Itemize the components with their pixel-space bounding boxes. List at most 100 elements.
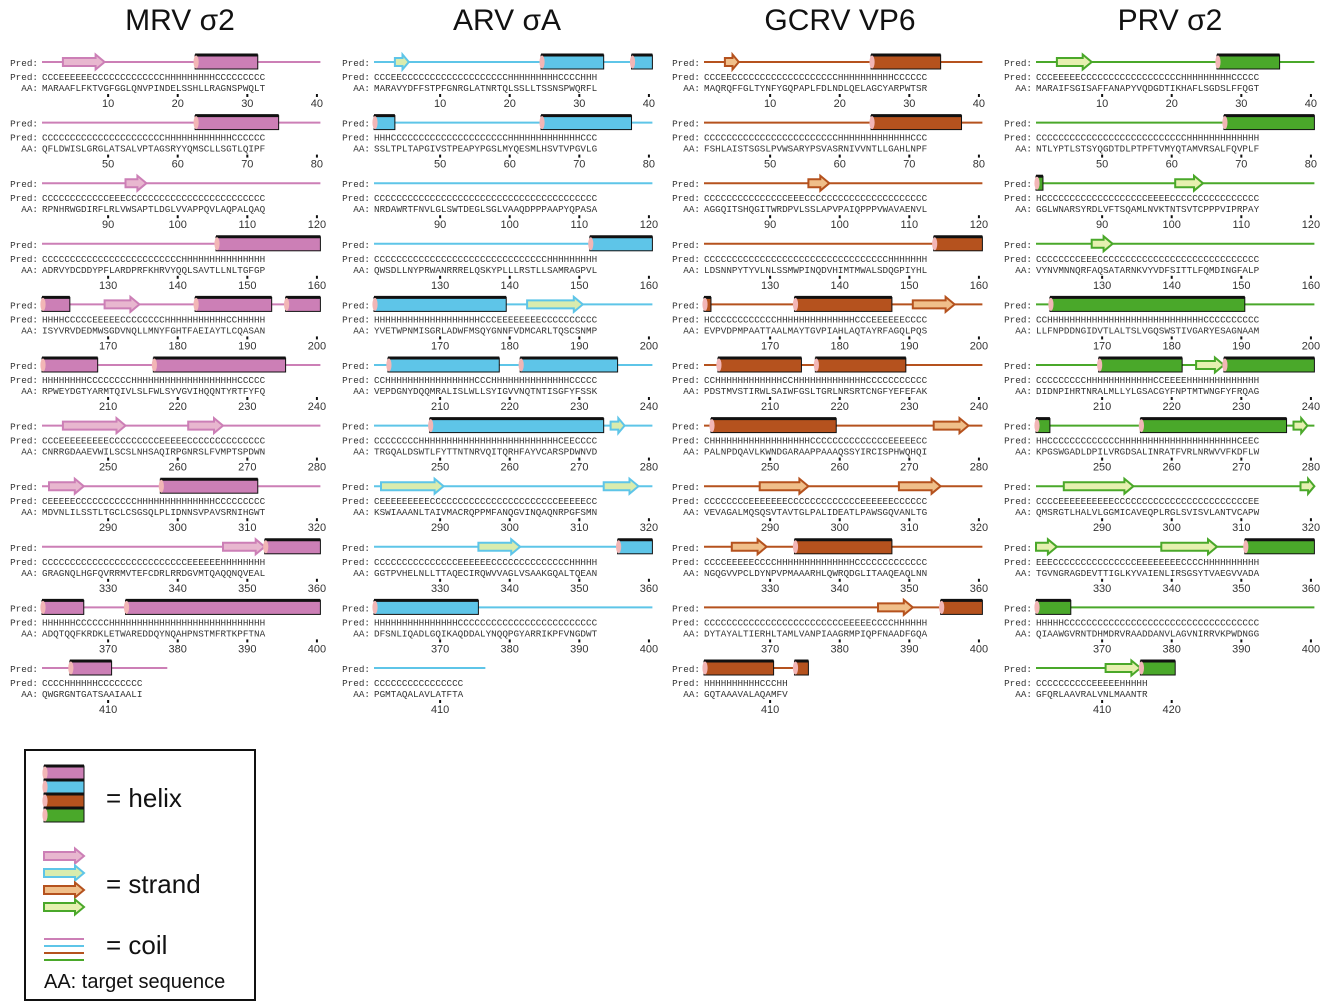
tick-mark [1170, 215, 1173, 219]
aa-sequence: EVPVDPMPAATTAALMAYTGVPIAHLAQTAYRFAGQLPQS [704, 325, 928, 336]
tick-label: 230 [1232, 401, 1250, 413]
tick-mark [107, 578, 110, 582]
helix-segment [1139, 418, 1288, 434]
strand-segment [526, 294, 585, 315]
tick-mark [578, 336, 581, 340]
tick-label: 130 [1093, 280, 1111, 292]
strand-segment [730, 537, 769, 557]
legend-helix-1 [43, 779, 85, 795]
tick-mark [315, 518, 318, 522]
tick-label: 340 [501, 583, 519, 595]
helix-segment-cap [193, 116, 199, 130]
tick-label: 340 [1163, 583, 1181, 595]
helix-segment [264, 539, 321, 555]
pred-graphic-label: Pred: [10, 300, 38, 311]
tick-mark [1170, 639, 1173, 643]
tick-label: 290 [99, 522, 117, 534]
tick-mark [107, 700, 110, 703]
helix-segment [285, 296, 321, 312]
helix-segment [1216, 54, 1281, 70]
helix-segment-cap [1222, 116, 1228, 130]
aa-label: AA: [683, 144, 700, 155]
tick-label: 240 [308, 401, 326, 413]
block-3-6: Pred:Pred:AA:HHCCCCCCCCCCCCCHHHHHHHHHHHH… [1004, 415, 1320, 474]
tick-mark [977, 215, 980, 219]
tick-mark [977, 397, 980, 400]
pred-string: CCCCCCCCCHHHHHHHHHHHHCCEEEEHHHHHHHHHHHHH [1036, 375, 1259, 386]
pred-text-label: Pred: [672, 133, 700, 144]
tick-mark [769, 457, 772, 461]
aa-sequence: QWSDLLNYPRWANRRRELQSKYPLLLRSTLLSAMRAGPVL [374, 265, 597, 276]
tick-label: 10 [434, 98, 446, 110]
tick-mark [578, 275, 581, 279]
tick-mark [176, 154, 179, 158]
aa-label: AA: [21, 386, 38, 397]
pred-text-label: Pred: [1004, 678, 1032, 689]
helix-segment [69, 660, 113, 676]
pred-text-label: Pred: [1004, 193, 1032, 204]
aa-sequence: TRGQALDSWTLFYTTNTNRVQITQRHFAYVCARSPDWNVD [374, 447, 598, 458]
block-1-4: Pred:Pred:AA:HHHHHHHHHHHHHHHHHHHCCCEEEEE… [342, 294, 658, 352]
block-2-4: Pred:Pred:AA:HCCCCCCCCCCCCHHHHHHHHHHHHHH… [672, 294, 988, 352]
pred-text-label: Pred: [1004, 133, 1032, 144]
pred-text-label: Pred: [342, 193, 370, 204]
aa-sequence: ADRVYDCDDYPFLARDPRFKHRVYQQLSAVTLLNLTGFGP [42, 265, 266, 276]
block-3-4: Pred:Pred:AA:CCHHHHHHHHHHHHHHHHHHHHHHHHH… [1004, 295, 1320, 352]
tick-mark [1170, 457, 1173, 461]
tick-label: 250 [761, 462, 779, 474]
pred-string: CCCCCCCCCCCCCCCCCCCCCCCCCCEEEEEEHHHHHHHH [42, 557, 265, 568]
tick-mark [908, 397, 911, 400]
helix-segment-cap [939, 600, 945, 614]
tick-label: 230 [900, 401, 918, 413]
tick-mark [246, 154, 249, 158]
block-2-3: Pred:Pred:AA:CCCCCCCCCCCCCCCCCCCCCCCCCCC… [672, 235, 988, 292]
tick-label: 250 [1093, 462, 1111, 474]
tick-label: 100 [1163, 219, 1181, 231]
helix-segment [41, 296, 71, 312]
tick-mark [508, 578, 511, 582]
tick-mark [647, 578, 650, 582]
pred-graphic-label: Pred: [10, 664, 38, 675]
tick-mark [1101, 275, 1104, 279]
strand-segment [1062, 476, 1135, 496]
tick-label: 400 [1302, 643, 1320, 655]
helix-segment-cap [1048, 297, 1054, 311]
tick-mark [908, 578, 911, 582]
strand-segment [61, 415, 128, 436]
tick-mark [176, 457, 179, 461]
legend-helix-3 [43, 807, 85, 823]
pred-string: CCCCHHHHHHCCCCCCCC [42, 678, 143, 689]
aa-sequence: GGLWNARSYRDLVFTSQAMLNVKTNTSVTCPPPVIPRPAY [1036, 204, 1260, 215]
tick-mark [246, 397, 249, 400]
tick-mark [508, 275, 511, 279]
helix-segment [1035, 599, 1072, 615]
aa-sequence: VEPDGNYDQQMRALISLWLLSYIGVVNQTNTISGFYFSSK [374, 386, 598, 397]
pred-string: EEECCCCCCCCCCCCCCCEEEEEEEECCCCHHHHHHHHHH [1036, 557, 1259, 568]
tick-label: 310 [900, 522, 918, 534]
helix-segment-cap [193, 297, 199, 311]
tick-label: 270 [1232, 462, 1250, 474]
pred-graphic-label: Pred: [672, 119, 700, 130]
pred-string: CCHHHHHHHHHHHHHHHHCCCHHHHHHHHHHHHHHCCCCC [374, 375, 598, 386]
pred-string: HHHHHHHHHHHHHHHHHHHCCCEEEEEEEECCCCCCCCCC [374, 314, 598, 325]
tick-label: 190 [1232, 340, 1250, 352]
tick-mark [977, 578, 980, 582]
pred-graphic-label: Pred: [342, 603, 370, 614]
aa-sequence: QMSRGTLHALVLGGMICAVEQPLRGLSVISVLANTVCAPW [1036, 507, 1260, 518]
pred-text-label: Pred: [342, 617, 370, 628]
helix-segment-cap [158, 479, 164, 493]
tick-mark [838, 457, 841, 461]
helix-segment [125, 599, 321, 615]
tick-label: 320 [1302, 522, 1320, 534]
pred-graphic-label: Pred: [672, 300, 700, 311]
pred-text-label: Pred: [672, 314, 700, 325]
pred-string: CCCCCCCCHHHHHHHHHHHHHHHHHHHHHHHHHCEECCCC [374, 436, 598, 447]
helix-segment-cap [629, 55, 636, 69]
tick-mark [315, 457, 318, 461]
tick-mark [647, 336, 650, 340]
aa-sequence: GFQRLAAVRALVNLMAANTR [1036, 689, 1148, 700]
block-0-4: Pred:Pred:AA:HHHHCCCCCEEEEECCCCCCCCHHHHH… [10, 294, 326, 352]
tick-label: 90 [764, 219, 776, 231]
tick-label: 380 [169, 643, 187, 655]
